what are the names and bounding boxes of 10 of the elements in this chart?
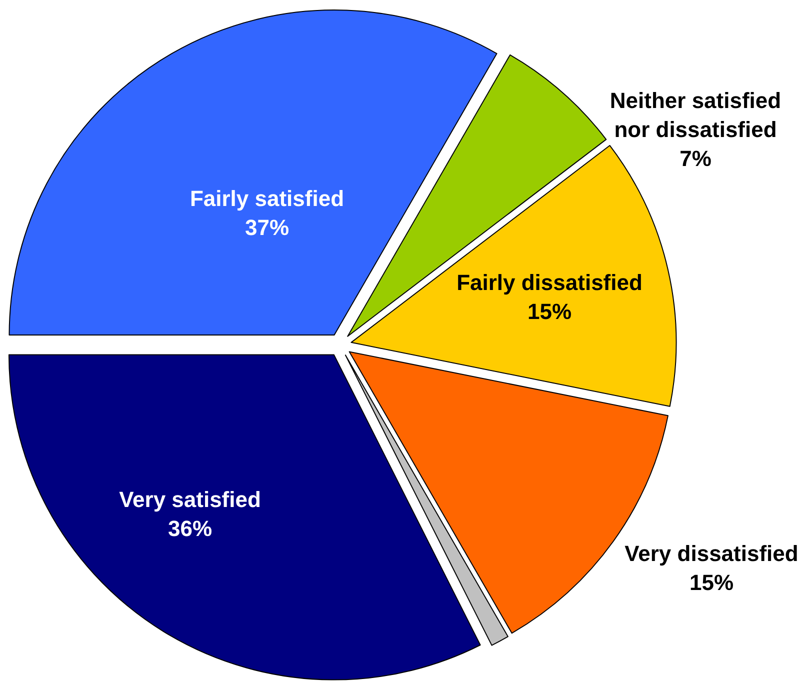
data-label: 7% (680, 146, 712, 171)
data-label: 15% (527, 298, 572, 324)
slice-label: Neither satisfied nor dissatisfied (610, 88, 782, 142)
slice-label: Fairly dissatisfied (456, 270, 642, 295)
data-label: 15% (689, 570, 734, 595)
data-label: 36% (168, 516, 212, 541)
data-label: 37% (244, 214, 290, 240)
slice-label: Fairly satisfied (190, 186, 344, 211)
slice-label: Very dissatisfied (624, 540, 798, 566)
slice-label: Very satisfied (119, 486, 261, 512)
